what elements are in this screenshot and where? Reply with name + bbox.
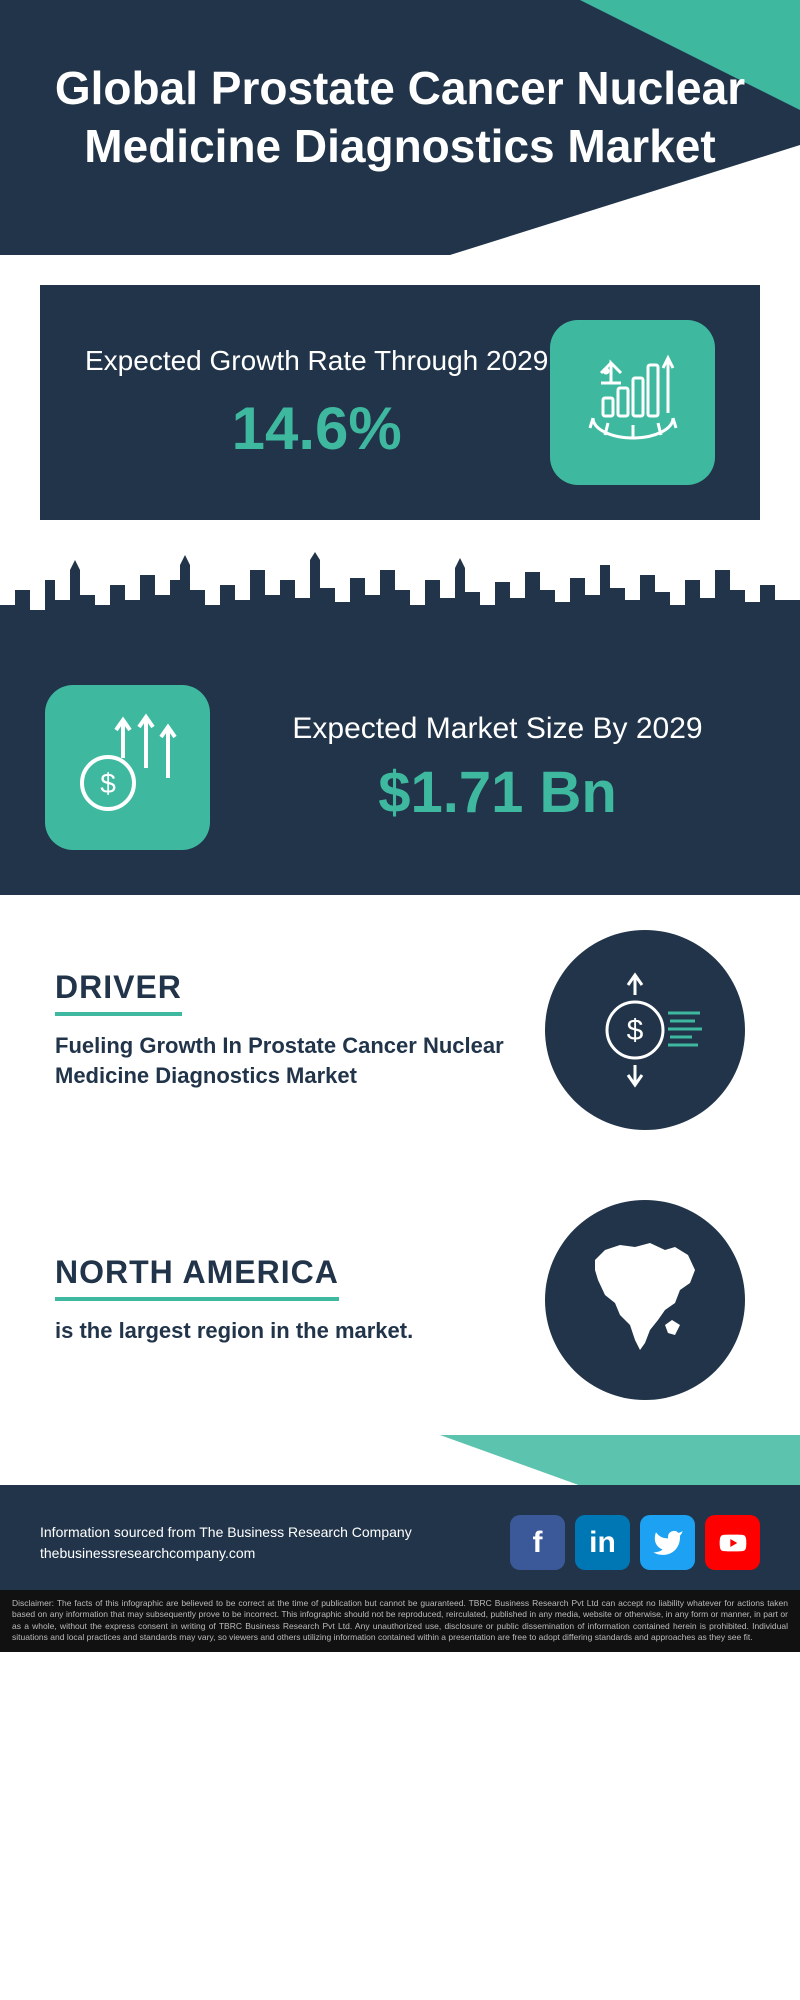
twitter-icon[interactable]	[640, 1515, 695, 1570]
growth-value: 14.6%	[85, 394, 548, 463]
driver-section: DRIVER Fueling Growth In Prostate Cancer…	[0, 895, 800, 1165]
footer-url: thebusinessresearchcompany.com	[40, 1543, 412, 1564]
region-text: NORTH AMERICA is the largest region in t…	[55, 1254, 545, 1346]
growth-label: Expected Growth Rate Through 2029	[85, 342, 548, 380]
market-text: Expected Market Size By 2029 $1.71 Bn	[240, 709, 755, 827]
driver-desc: Fueling Growth In Prostate Cancer Nuclea…	[55, 1031, 515, 1090]
growth-rate-section: Expected Growth Rate Through 2029 14.6%	[40, 285, 760, 520]
market-label: Expected Market Size By 2029	[240, 709, 755, 750]
market-growth-icon: $	[45, 685, 210, 850]
growth-text: Expected Growth Rate Through 2029 14.6%	[85, 342, 548, 463]
driver-heading: DRIVER	[55, 969, 182, 1016]
header-section: Global Prostate Cancer Nuclear Medicine …	[0, 0, 800, 255]
disclaimer-text: Disclaimer: The facts of this infographi…	[0, 1590, 800, 1652]
svg-text:$: $	[627, 1014, 644, 1047]
driver-text: DRIVER Fueling Growth In Prostate Cancer…	[55, 969, 545, 1090]
infographic-container: Global Prostate Cancer Nuclear Medicine …	[0, 0, 800, 1652]
facebook-icon[interactable]: f	[510, 1515, 565, 1570]
market-size-section: $ Expected Market Size By 2029 $1.71 Bn	[0, 650, 800, 895]
youtube-icon[interactable]	[705, 1515, 760, 1570]
linkedin-icon[interactable]: in	[575, 1515, 630, 1570]
region-heading: NORTH AMERICA	[55, 1254, 339, 1301]
region-desc: is the largest region in the market.	[55, 1316, 515, 1346]
region-circle-icon	[545, 1200, 745, 1400]
market-value: $1.71 Bn	[240, 759, 755, 826]
region-section: NORTH AMERICA is the largest region in t…	[0, 1165, 800, 1435]
skyline-decoration	[0, 550, 800, 650]
driver-circle-icon: $	[545, 930, 745, 1130]
social-icons: f in	[510, 1515, 760, 1570]
footer-section: Information sourced from The Business Re…	[0, 1485, 800, 1590]
growth-chart-icon	[550, 320, 715, 485]
page-title: Global Prostate Cancer Nuclear Medicine …	[50, 60, 750, 175]
footer-text: Information sourced from The Business Re…	[40, 1522, 412, 1564]
footer-source: Information sourced from The Business Re…	[40, 1522, 412, 1543]
svg-text:$: $	[100, 768, 116, 799]
